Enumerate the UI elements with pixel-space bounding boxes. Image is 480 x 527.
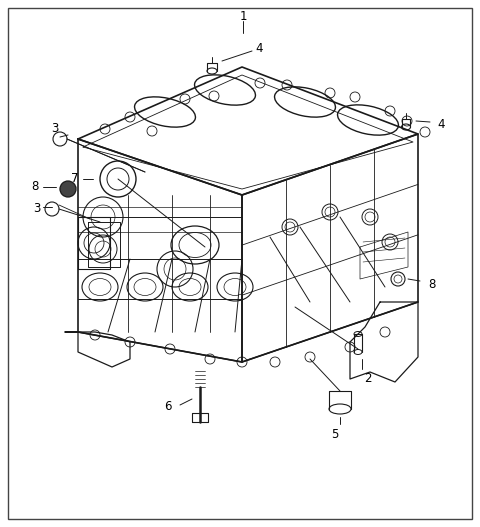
- Text: 3: 3: [51, 122, 59, 135]
- Text: 4: 4: [255, 43, 263, 55]
- Text: 4: 4: [437, 118, 444, 131]
- Circle shape: [60, 181, 76, 197]
- Text: 2: 2: [364, 373, 372, 385]
- Text: 8: 8: [31, 181, 39, 193]
- Text: 1: 1: [239, 9, 247, 23]
- Text: 6: 6: [164, 401, 172, 414]
- Text: 3: 3: [33, 202, 41, 216]
- Text: 5: 5: [331, 427, 339, 441]
- Text: 7: 7: [71, 172, 79, 186]
- Text: 8: 8: [428, 278, 436, 290]
